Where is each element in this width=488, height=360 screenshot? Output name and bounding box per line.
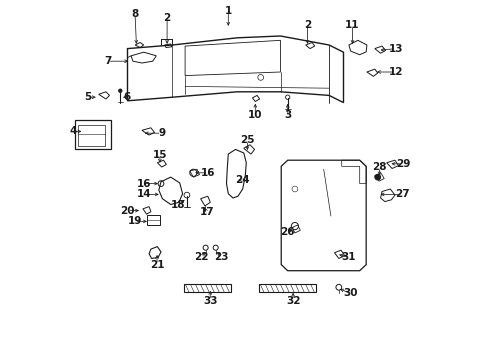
Text: 31: 31: [341, 252, 355, 262]
Text: 27: 27: [395, 189, 409, 199]
Text: 12: 12: [387, 67, 402, 77]
Text: 10: 10: [247, 110, 262, 120]
Text: 16: 16: [136, 179, 151, 189]
Text: 22: 22: [194, 252, 208, 262]
Bar: [147, 215, 160, 225]
Text: 32: 32: [285, 296, 300, 306]
Text: 7: 7: [104, 56, 111, 66]
Circle shape: [374, 174, 380, 180]
Text: 24: 24: [235, 175, 249, 185]
Text: 20: 20: [120, 206, 135, 216]
Text: 26: 26: [280, 227, 294, 237]
Text: 33: 33: [203, 296, 217, 306]
Bar: [78, 125, 105, 146]
Text: 4: 4: [70, 126, 77, 136]
Text: 11: 11: [345, 20, 359, 30]
Text: 29: 29: [395, 159, 409, 169]
Text: 2: 2: [163, 13, 170, 23]
Text: 17: 17: [199, 207, 214, 217]
Text: 1: 1: [224, 6, 231, 16]
Text: 28: 28: [371, 162, 386, 172]
Text: 8: 8: [131, 9, 139, 19]
Text: 2: 2: [303, 20, 310, 30]
Text: 15: 15: [152, 150, 167, 160]
Text: 21: 21: [149, 260, 164, 270]
Text: 25: 25: [240, 135, 254, 145]
Text: 13: 13: [387, 44, 402, 54]
Text: 9: 9: [158, 128, 165, 138]
Text: 19: 19: [127, 216, 142, 226]
Bar: [258, 284, 315, 292]
Circle shape: [118, 89, 122, 93]
Text: 23: 23: [213, 252, 228, 262]
Text: 30: 30: [343, 288, 357, 298]
Text: 5: 5: [84, 92, 91, 102]
Text: 14: 14: [136, 189, 151, 199]
Bar: [75, 120, 110, 149]
Text: 18: 18: [170, 200, 185, 210]
Text: 3: 3: [284, 110, 291, 120]
Bar: [183, 284, 230, 292]
Text: 6: 6: [123, 92, 131, 102]
Text: 16: 16: [201, 168, 215, 178]
